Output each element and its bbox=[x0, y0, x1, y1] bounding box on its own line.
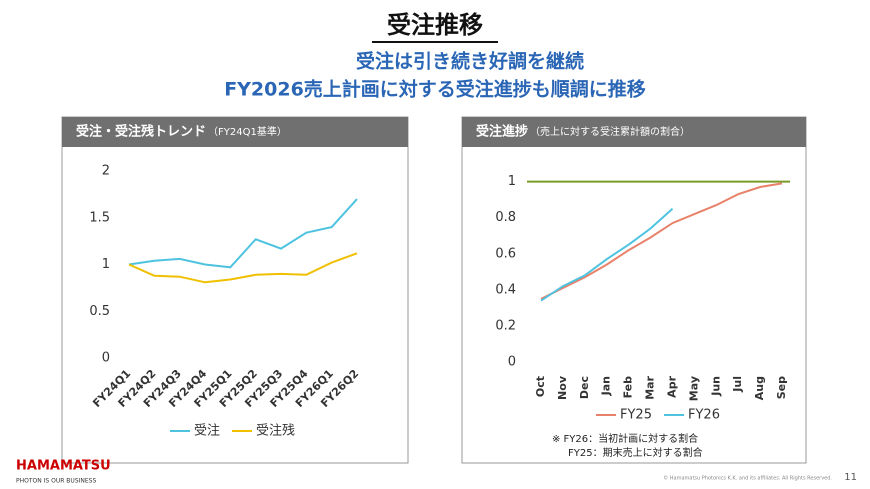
logo: HAMAMATSU bbox=[16, 459, 111, 474]
x-tick-label: Oct bbox=[534, 376, 547, 397]
x-tick-label: Nov bbox=[556, 375, 569, 400]
subtitle: 受注は引き続き好調を継続 bbox=[356, 50, 584, 73]
y-tick-label: 1 bbox=[102, 257, 110, 272]
chart-title: 受注進捗 bbox=[476, 124, 528, 140]
x-tick-label: Jun bbox=[709, 376, 722, 397]
line-series bbox=[128, 252, 358, 284]
x-tick-label: Jan bbox=[600, 376, 613, 396]
page-number: 11 bbox=[844, 472, 857, 483]
x-tick-label: Aug bbox=[753, 376, 766, 400]
legend-label: FY25 bbox=[620, 408, 652, 423]
line-series bbox=[128, 198, 358, 269]
panel bbox=[461, 116, 807, 464]
legend-label: FY26 bbox=[688, 408, 720, 423]
y-tick-label: 0.2 bbox=[495, 318, 516, 333]
x-tick-label: Jul bbox=[731, 376, 744, 393]
x-tick-label: Apr bbox=[665, 375, 678, 397]
y-tick-label: 1 bbox=[508, 174, 516, 189]
chart-subtitle: （FY24Q1基準） bbox=[208, 125, 287, 138]
x-tick-label: Dec bbox=[578, 376, 591, 399]
panel bbox=[61, 116, 409, 464]
y-tick-label: 0.5 bbox=[89, 304, 110, 319]
y-tick-label: 0 bbox=[508, 355, 516, 370]
logo-tagline: PHOTON IS OUR BUSINESS bbox=[16, 478, 96, 485]
y-tick-label: 0 bbox=[102, 351, 110, 366]
note: FY25：期末売上に対する割合 bbox=[568, 446, 703, 459]
x-tick-label: Feb bbox=[622, 376, 635, 399]
y-tick-label: 0.8 bbox=[495, 210, 516, 225]
slide-title: 受注推移 bbox=[387, 11, 483, 39]
legend-label: 受注 bbox=[194, 424, 220, 439]
y-tick-label: 0.4 bbox=[495, 282, 516, 297]
panel-header bbox=[462, 117, 806, 147]
note: ※ FY26：当初計画に対する割合 bbox=[552, 432, 698, 445]
copyright: © Hamamatsu Photonics K.K. and its affil… bbox=[663, 475, 832, 482]
y-tick-label: 1.5 bbox=[89, 210, 110, 225]
line-series bbox=[540, 182, 783, 300]
chart-subtitle: （売上に対する受注累計額の割合） bbox=[530, 125, 690, 138]
chart-title: 受注・受注残トレンド bbox=[76, 124, 206, 140]
panel-header bbox=[62, 117, 408, 147]
line-series bbox=[540, 207, 674, 302]
y-tick-label: 0.6 bbox=[495, 246, 516, 261]
x-tick-label: Sep bbox=[775, 376, 788, 399]
subtitle: FY2026売上計画に対する受注進捗も順調に推移 bbox=[224, 78, 646, 101]
x-tick-label: Mar bbox=[644, 375, 657, 399]
x-tick-label: May bbox=[687, 376, 700, 401]
legend-label: 受注残 bbox=[256, 424, 295, 439]
y-tick-label: 2 bbox=[102, 164, 110, 179]
